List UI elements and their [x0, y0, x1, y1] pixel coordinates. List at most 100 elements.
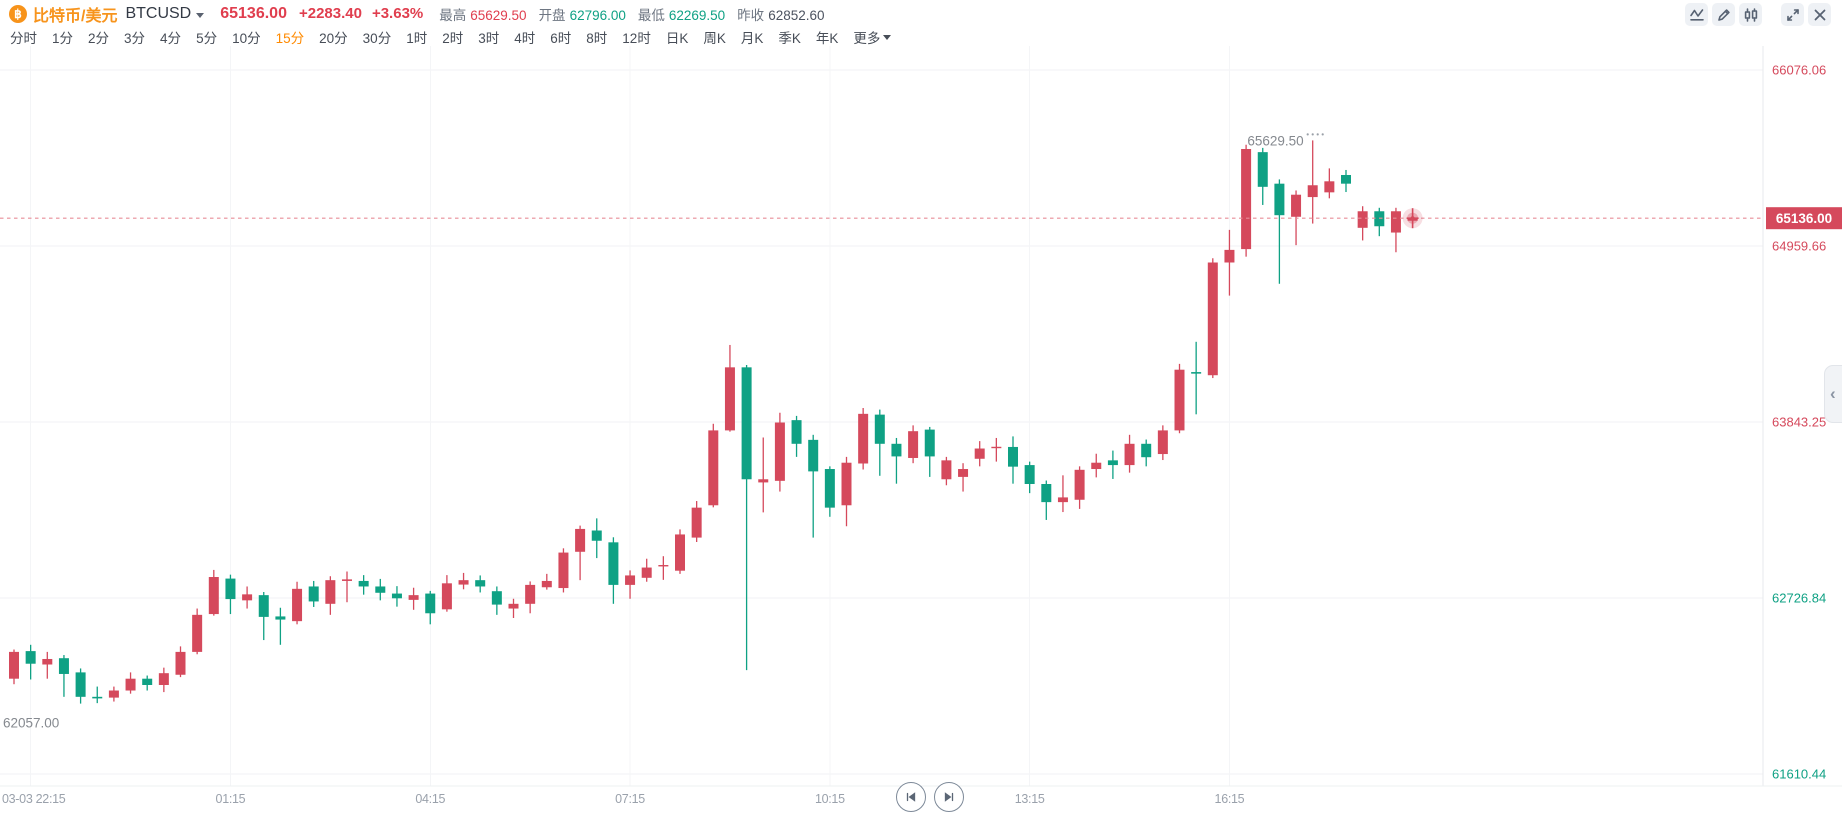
candle-body [974, 448, 985, 459]
tab-年K[interactable]: 年K [815, 31, 839, 46]
candle-body [508, 603, 519, 609]
x-axis-label: 16:15 [1215, 792, 1245, 806]
candle-body [108, 690, 119, 698]
tab-3分[interactable]: 3分 [124, 31, 146, 46]
chevron-down-icon [196, 12, 205, 18]
indicator-line-icon[interactable] [1685, 3, 1708, 26]
candle-body [92, 696, 103, 699]
candle-body [791, 420, 802, 444]
candle-body [475, 580, 486, 587]
tab-2时[interactable]: 2时 [442, 31, 464, 46]
candle-body [25, 651, 36, 664]
candle-body [75, 672, 86, 697]
candle-body [1341, 175, 1351, 184]
tab-12时[interactable]: 12时 [622, 31, 651, 46]
symbol-selector[interactable]: BTCUSD [125, 5, 205, 23]
tab-季K[interactable]: 季K [778, 31, 801, 46]
tab-1分[interactable]: 1分 [52, 31, 74, 46]
chevron-left-icon: ‹ [1830, 384, 1836, 403]
tab-分时[interactable]: 分时 [10, 31, 37, 46]
tab-月K[interactable]: 月K [740, 31, 764, 46]
candle-body [858, 413, 869, 464]
tab-日K[interactable]: 日K [665, 31, 689, 46]
playback-controls [896, 782, 972, 812]
x-axis-label: 07:15 [615, 792, 645, 806]
stat-prev-close-value: 62852.60 [768, 7, 825, 23]
tab-more-label: 更多 [853, 31, 881, 46]
tab-周K[interactable]: 周K [703, 31, 726, 46]
tab-30分[interactable]: 30分 [362, 31, 392, 46]
stat-prev-close: 昨收 62852.60 [737, 4, 824, 24]
candle-body [391, 593, 402, 599]
candle-body [1041, 483, 1052, 503]
candlestick-style-icon[interactable] [1739, 3, 1762, 26]
candle-body [841, 462, 852, 506]
tab-6时[interactable]: 6时 [550, 31, 572, 46]
tab-5分[interactable]: 5分 [196, 31, 218, 46]
x-axis-label: 04:15 [415, 792, 445, 806]
interval-tabs: 分时 1分 2分 3分 4分 5分 10分 15分 20分 30分 1时 2时 3时 4时 6时 8时 12时日… [0, 26, 1842, 48]
chart-area: 66076.06 64959.66 63843.25 62726.84 61610.44… [0, 46, 1842, 815]
candle-body [1191, 372, 1202, 374]
high-annotation-dots [1311, 133, 1314, 136]
candle-body [42, 658, 53, 665]
candle-body [1057, 497, 1068, 503]
current-price-badge [1766, 207, 1842, 230]
stat-open-value: 62796.00 [569, 7, 626, 23]
candle-body [1024, 465, 1035, 484]
tab-10分[interactable]: 10分 [232, 31, 261, 46]
stat-high-label: 最高 [439, 7, 467, 23]
candle-body [1324, 181, 1335, 193]
tab-3时[interactable]: 3时 [478, 31, 500, 46]
candle-body [9, 651, 19, 679]
skip-to-end-button[interactable] [934, 782, 964, 812]
tab-4时[interactable]: 4时 [514, 31, 536, 46]
candle-body [425, 593, 436, 614]
candle-body [258, 595, 269, 617]
candle-body [208, 577, 219, 615]
skip-to-start-button[interactable] [896, 782, 926, 812]
candle-body [741, 367, 752, 480]
stat-high: 最高 65629.50 [439, 4, 526, 24]
candle-body [1241, 148, 1252, 250]
candle-body [1307, 185, 1318, 198]
candle-body [1091, 462, 1102, 470]
candle-body [591, 530, 602, 541]
last-price: 65136.00 [220, 4, 287, 22]
y-axis-label: 62726.84 [1772, 591, 1826, 606]
candle-body [375, 586, 386, 593]
stat-low-value: 62269.50 [668, 7, 726, 23]
side-panel-toggle[interactable]: ‹ [1824, 365, 1842, 423]
tab-2分[interactable]: 2分 [88, 31, 110, 46]
pulse-center-dot [1410, 216, 1415, 221]
candle-body [308, 586, 319, 602]
candle-body [558, 552, 569, 589]
candle-body [491, 591, 502, 605]
candle-body [1124, 443, 1135, 466]
tab-15分[interactable]: 15分 [275, 31, 305, 46]
candle-body [192, 614, 203, 652]
y-axis-label: 66076.06 [1772, 63, 1826, 78]
candle-body [808, 439, 819, 472]
tab-more[interactable]: 更多 [853, 27, 892, 47]
candle-body [958, 469, 969, 477]
candle-body [908, 431, 919, 458]
tab-20分[interactable]: 20分 [319, 31, 348, 46]
tab-1时[interactable]: 1时 [406, 31, 428, 46]
fullscreen-icon[interactable] [1781, 3, 1804, 26]
candle-body [691, 507, 702, 538]
close-icon[interactable] [1808, 3, 1831, 26]
live-price-pulse [1402, 208, 1423, 229]
chevron-down-icon [883, 34, 892, 40]
x-axis-label: 10:15 [815, 792, 845, 806]
candle-body [175, 651, 186, 675]
candle-body [242, 594, 253, 601]
stat-open-label: 开盘 [538, 7, 566, 23]
candle-body [342, 579, 352, 581]
draw-pencil-icon[interactable] [1712, 3, 1735, 26]
low-price-annotation: 62057.00 [3, 716, 59, 731]
candlestick-chart[interactable]: 66076.06 64959.66 63843.25 62726.84 61610.44… [0, 46, 1842, 815]
tab-8时[interactable]: 8时 [586, 31, 608, 46]
tab-4分[interactable]: 4分 [160, 31, 182, 46]
candle-body [1074, 469, 1085, 500]
